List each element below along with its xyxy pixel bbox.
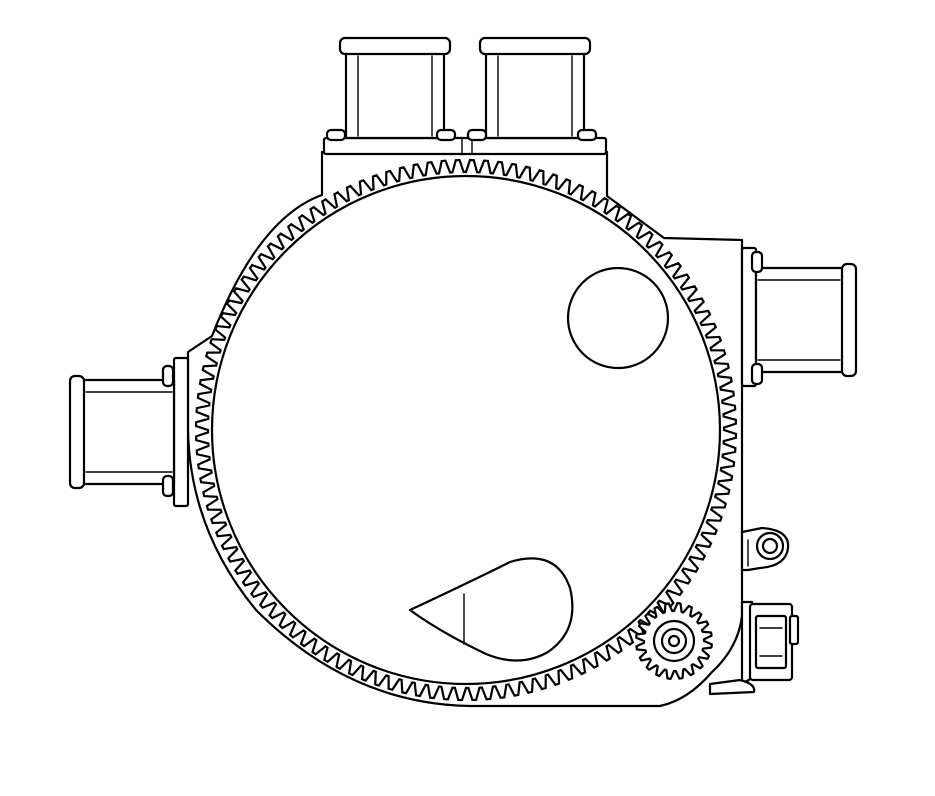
- mounting-ear: [740, 526, 790, 572]
- left-bolts: [161, 364, 175, 498]
- top-bolts: [325, 128, 598, 142]
- top-flange: [322, 136, 608, 156]
- left-flange: [172, 356, 190, 508]
- top-outlet-left: [338, 36, 452, 140]
- top-outlet-right: [478, 36, 592, 140]
- right-bolts: [750, 250, 764, 386]
- right-outlet: [754, 262, 858, 378]
- port-opening-circle: [566, 266, 670, 370]
- ring-gear: [194, 158, 738, 702]
- electrical-connector: [708, 600, 800, 696]
- pinion-hub-inner: [667, 634, 681, 648]
- left-inlet: [68, 374, 176, 490]
- port-opening-teardrop: [408, 557, 574, 662]
